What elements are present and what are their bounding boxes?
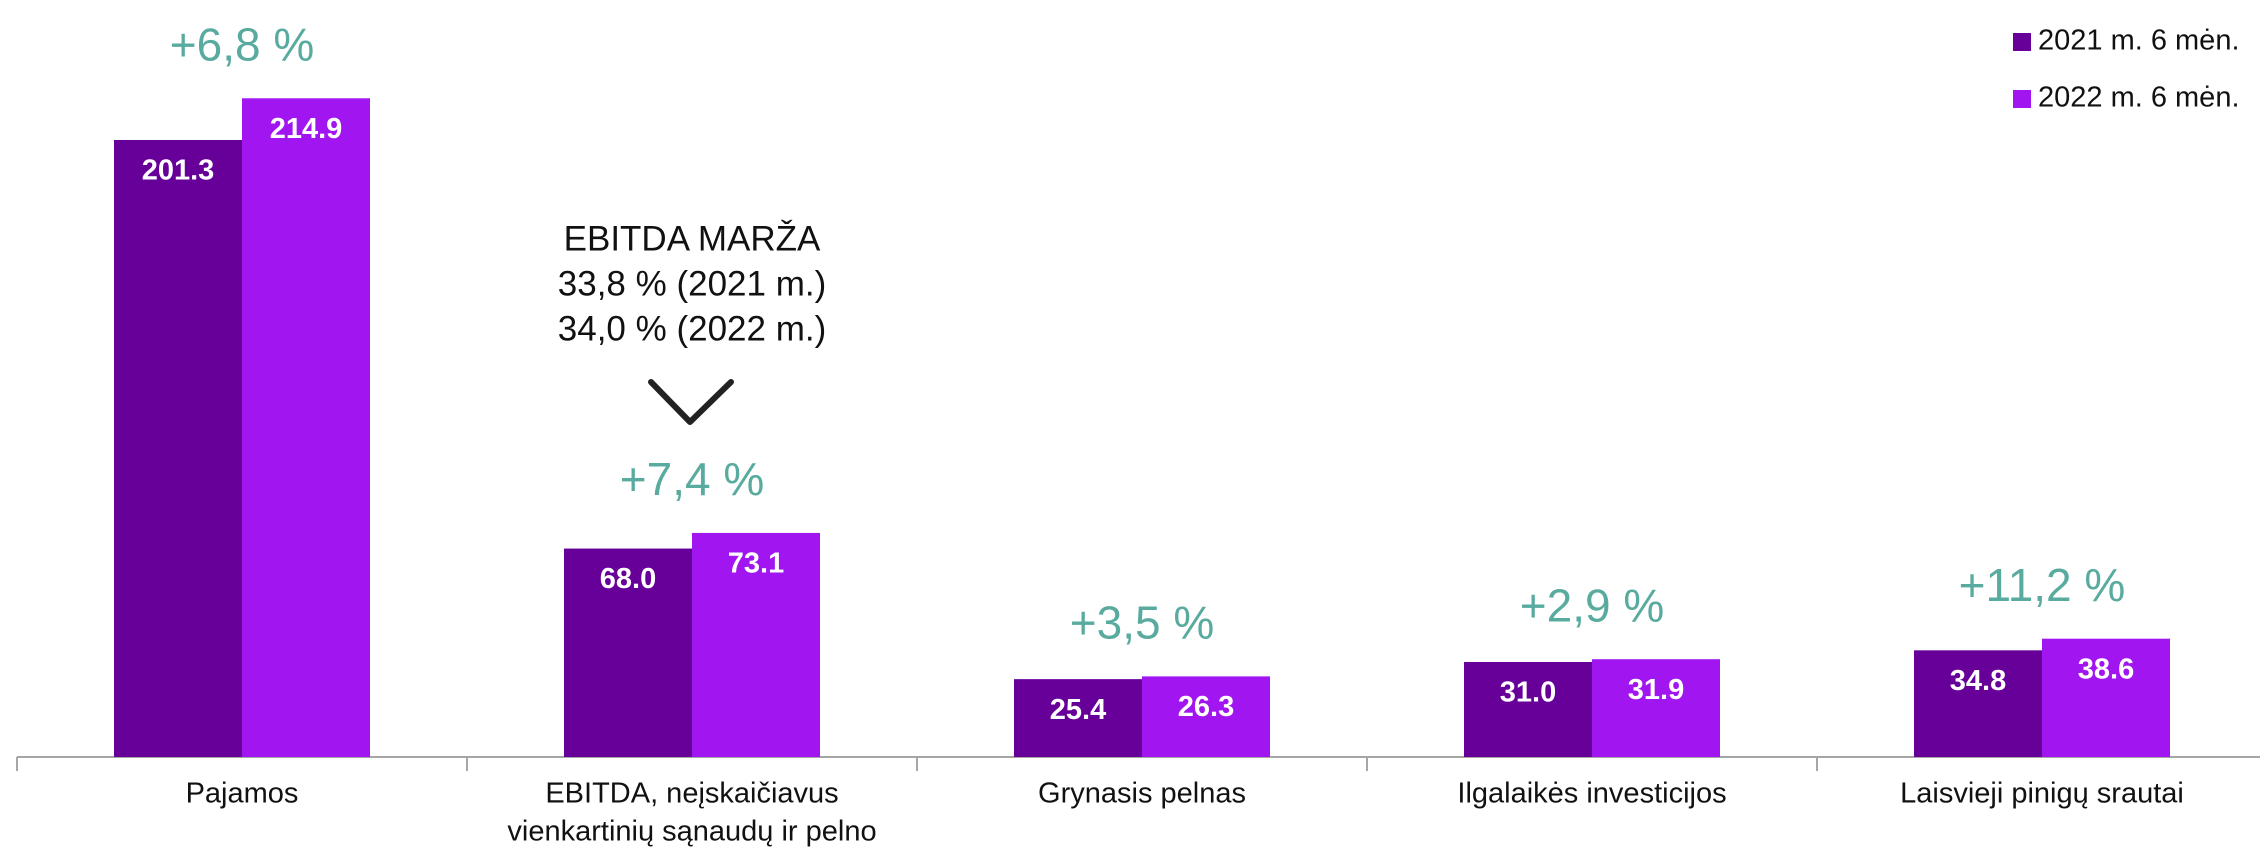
- margin-note: 34,0 % (2022 m.): [558, 309, 826, 348]
- x-tick-label: EBITDA, neįskaičiavus: [545, 778, 838, 810]
- bar: [1014, 679, 1142, 757]
- x-tick-label: Laisvieji pinigų srautai: [1900, 778, 2184, 810]
- growth-label: +11,2 %: [1959, 559, 2126, 611]
- value-label: 201.3: [142, 155, 215, 187]
- margin-note: EBITDA MARŽA: [564, 219, 821, 258]
- x-tick-label: vienkartinių sąnaudų ir pelno: [507, 816, 876, 848]
- x-tick-label: Ilgalaikės investicijos: [1457, 778, 1726, 810]
- margin-note: 33,8 % (2021 m.): [558, 264, 826, 303]
- value-label: 34.8: [1950, 665, 2006, 697]
- bar: [1592, 659, 1720, 757]
- bar: [1142, 676, 1270, 757]
- x-tick-label: Grynasis pelnas: [1038, 778, 1246, 810]
- bar: [564, 548, 692, 757]
- value-label: 214.9: [270, 113, 343, 145]
- value-label: 73.1: [728, 548, 784, 580]
- value-label: 31.0: [1500, 677, 1556, 709]
- value-label: 68.0: [600, 563, 656, 595]
- bar: [114, 139, 242, 757]
- bar: [2042, 638, 2170, 757]
- bar: [1914, 650, 2042, 757]
- value-label: 26.3: [1178, 691, 1234, 723]
- legend-label: 2022 m. 6 mėn.: [2038, 82, 2240, 114]
- bar: [692, 532, 820, 757]
- bar: [242, 98, 370, 757]
- value-label: 25.4: [1050, 694, 1106, 726]
- value-label: 31.9: [1628, 674, 1684, 706]
- x-tick-label: Pajamos: [186, 778, 299, 810]
- bar: [1464, 661, 1592, 757]
- growth-label: +6,8 %: [170, 18, 315, 70]
- legend-swatch: [2013, 33, 2031, 51]
- value-label: 38.6: [2078, 653, 2134, 685]
- growth-label: +2,9 %: [1520, 579, 1665, 631]
- growth-label: +3,5 %: [1070, 597, 1215, 649]
- legend-label: 2021 m. 6 mėn.: [2038, 25, 2240, 57]
- legend-swatch: [2013, 90, 2031, 108]
- chevron: [648, 379, 734, 425]
- growth-label: +7,4 %: [620, 453, 765, 505]
